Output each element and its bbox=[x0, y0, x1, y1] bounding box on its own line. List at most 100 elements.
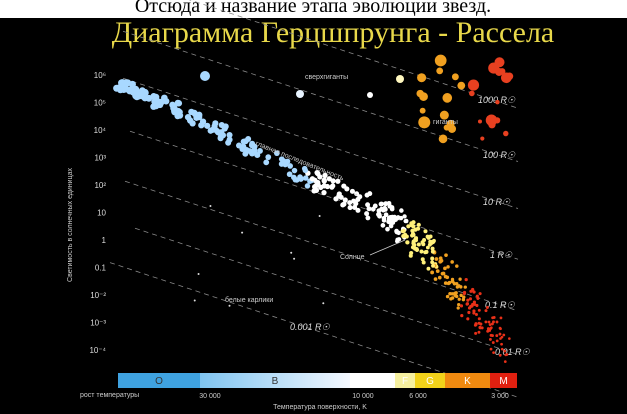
star bbox=[469, 289, 473, 293]
star bbox=[367, 191, 373, 197]
star bbox=[154, 97, 161, 105]
stars bbox=[113, 54, 514, 363]
star bbox=[488, 62, 500, 74]
star bbox=[370, 206, 376, 212]
spectral-class bbox=[395, 373, 415, 388]
star bbox=[383, 212, 389, 218]
star bbox=[457, 297, 461, 301]
star bbox=[355, 207, 361, 213]
star bbox=[430, 249, 435, 254]
star bbox=[355, 193, 358, 196]
star bbox=[265, 154, 272, 161]
star bbox=[491, 334, 494, 338]
star bbox=[431, 239, 436, 244]
star bbox=[500, 347, 504, 351]
star bbox=[304, 183, 311, 189]
star bbox=[338, 194, 344, 200]
star bbox=[322, 302, 325, 305]
star bbox=[376, 211, 382, 217]
y-tick-label: 10⁻⁴ bbox=[89, 346, 106, 355]
star bbox=[474, 312, 478, 316]
star bbox=[425, 245, 430, 250]
star bbox=[398, 215, 404, 221]
star bbox=[193, 299, 196, 302]
star bbox=[349, 188, 355, 194]
radius-line bbox=[122, 77, 519, 209]
star bbox=[222, 123, 229, 130]
y-tick-label: 10² bbox=[94, 181, 106, 190]
star bbox=[477, 119, 482, 124]
star bbox=[326, 176, 332, 182]
star bbox=[463, 285, 467, 289]
star bbox=[451, 279, 455, 284]
star bbox=[415, 226, 421, 231]
x-axis-title: Температура поверхности, K bbox=[273, 404, 367, 411]
star bbox=[459, 285, 463, 289]
star bbox=[468, 297, 472, 301]
y-axis-title: Светимость в солнечных единицах bbox=[67, 168, 74, 282]
star bbox=[396, 237, 402, 242]
star bbox=[508, 337, 511, 340]
star bbox=[455, 285, 460, 289]
star bbox=[225, 139, 232, 146]
spectral-class-label: K bbox=[464, 376, 471, 387]
spectral-class bbox=[445, 373, 490, 388]
star bbox=[367, 92, 373, 98]
star bbox=[420, 257, 425, 262]
star bbox=[401, 228, 406, 233]
radius-label: 0.01 R☉ bbox=[495, 347, 531, 357]
star bbox=[214, 128, 221, 135]
star bbox=[396, 75, 404, 83]
y-tick-label: 10⁵ bbox=[94, 99, 106, 108]
caption: Отсюда и название этапа эволюции звезд. bbox=[135, 0, 491, 17]
star bbox=[402, 232, 408, 238]
y-tick-label: 0.1 bbox=[95, 264, 107, 273]
y-tick-label: 10⁴ bbox=[94, 126, 107, 135]
star bbox=[393, 217, 398, 222]
star bbox=[424, 249, 429, 254]
y-tick-label: 10³ bbox=[94, 154, 106, 163]
star bbox=[490, 322, 494, 326]
star bbox=[402, 214, 407, 219]
star bbox=[189, 120, 196, 127]
star bbox=[492, 316, 496, 319]
star bbox=[414, 246, 419, 252]
star bbox=[485, 306, 489, 310]
spectral-class bbox=[350, 373, 395, 388]
star bbox=[480, 136, 485, 141]
star bbox=[443, 281, 448, 285]
star bbox=[226, 131, 233, 139]
y-tick-label: 10 bbox=[97, 209, 106, 218]
star bbox=[286, 171, 293, 178]
star bbox=[246, 148, 253, 155]
spectral-class-label: G bbox=[426, 376, 434, 387]
star bbox=[419, 107, 426, 114]
star bbox=[254, 152, 261, 159]
star bbox=[428, 239, 433, 244]
star bbox=[298, 176, 304, 182]
star bbox=[416, 89, 424, 98]
star bbox=[245, 136, 252, 142]
star bbox=[433, 277, 438, 281]
star bbox=[124, 79, 132, 87]
star bbox=[342, 197, 348, 203]
star bbox=[249, 140, 256, 147]
star bbox=[469, 90, 475, 97]
star bbox=[426, 266, 431, 271]
star bbox=[498, 332, 502, 336]
star bbox=[434, 257, 439, 261]
star bbox=[446, 265, 450, 269]
star bbox=[347, 205, 353, 211]
star bbox=[488, 337, 492, 341]
radius-label: 0.001 R☉ bbox=[290, 322, 331, 332]
spectral-class-label: O bbox=[155, 376, 163, 387]
star bbox=[150, 93, 158, 100]
star bbox=[423, 229, 428, 234]
y-tick-label: 10⁻³ bbox=[90, 319, 106, 328]
star bbox=[418, 116, 431, 129]
star bbox=[439, 110, 449, 120]
star bbox=[478, 292, 482, 296]
star bbox=[228, 304, 231, 307]
star bbox=[257, 148, 263, 154]
